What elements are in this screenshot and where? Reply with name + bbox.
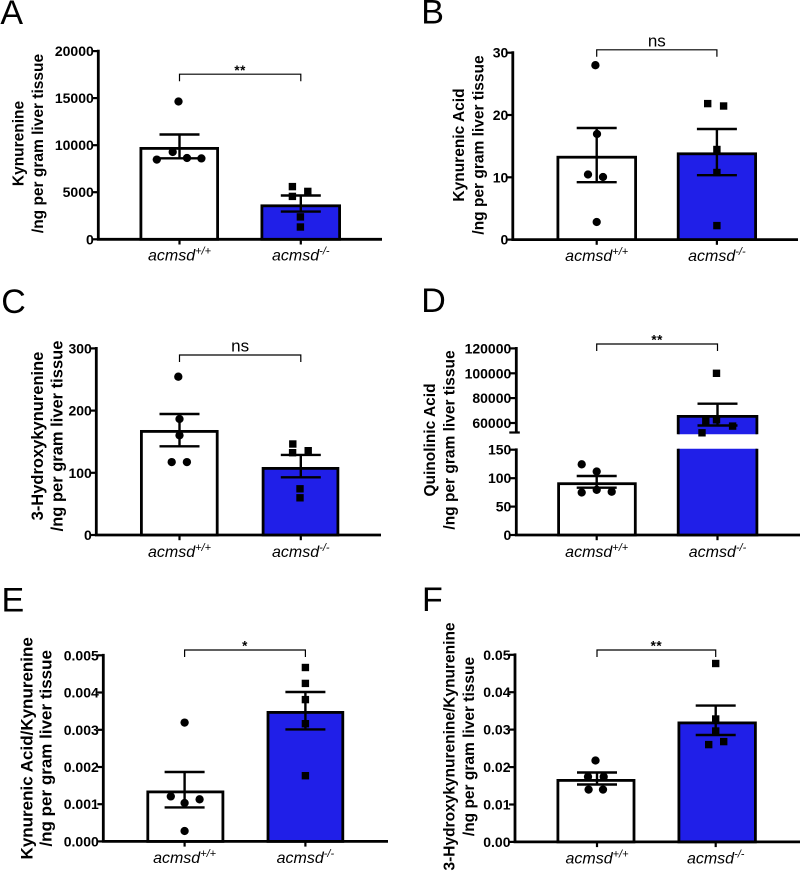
svg-text:30: 30: [493, 45, 509, 61]
svg-text:ns: ns: [231, 337, 249, 356]
svg-text:0.02: 0.02: [483, 759, 510, 775]
svg-text:Kynurenine: Kynurenine: [11, 100, 28, 186]
svg-text:20000: 20000: [55, 43, 94, 59]
svg-text:0.01: 0.01: [483, 797, 510, 813]
svg-text:20: 20: [493, 107, 509, 123]
svg-text:0: 0: [504, 527, 512, 543]
svg-text:100000: 100000: [465, 365, 512, 381]
svg-text:acmsd-/-: acmsd-/-: [687, 849, 745, 868]
svg-text:0: 0: [86, 231, 94, 247]
svg-text:E: E: [2, 582, 25, 620]
svg-text:acmsd-/-: acmsd-/-: [689, 542, 747, 561]
svg-text:/ng per gram liver tissue: /ng per gram liver tissue: [461, 657, 478, 837]
svg-text:*: *: [242, 639, 248, 654]
svg-text:**: **: [651, 333, 663, 348]
svg-text:100: 100: [68, 465, 92, 481]
svg-text:0: 0: [501, 232, 509, 248]
svg-text:acmsd-/-: acmsd-/-: [277, 848, 335, 867]
svg-text:F: F: [422, 581, 443, 619]
svg-text:0.04: 0.04: [483, 684, 510, 700]
svg-text:0.000: 0.000: [64, 833, 99, 849]
svg-text:**: **: [651, 639, 663, 654]
svg-text:acmsd-/-: acmsd-/-: [688, 246, 746, 265]
svg-text:300: 300: [68, 340, 92, 356]
svg-text:0.003: 0.003: [64, 722, 99, 738]
svg-text:10000: 10000: [55, 137, 94, 153]
svg-text:/ng per gram liver tissue: /ng per gram liver tissue: [441, 350, 458, 530]
svg-text:15000: 15000: [55, 90, 94, 106]
svg-text:0.005: 0.005: [64, 647, 99, 663]
svg-text:200: 200: [68, 403, 92, 419]
svg-text:0.05: 0.05: [483, 647, 510, 663]
svg-text:ns: ns: [648, 31, 666, 50]
svg-text:D: D: [421, 282, 446, 320]
svg-text:C: C: [1, 283, 26, 321]
svg-text:0.001: 0.001: [64, 796, 99, 812]
svg-text:60000: 60000: [472, 415, 511, 431]
svg-text:/ng per gram liver tissue: /ng per gram liver tissue: [30, 54, 47, 234]
svg-text:10: 10: [493, 169, 509, 185]
svg-text:50: 50: [496, 499, 512, 515]
svg-text:**: **: [234, 63, 246, 78]
svg-text:0.00: 0.00: [483, 834, 510, 850]
svg-text:Kynurenic Acid: Kynurenic Acid: [451, 88, 468, 201]
svg-text:100: 100: [488, 470, 512, 486]
svg-text:80000: 80000: [472, 390, 511, 406]
svg-text:5000: 5000: [63, 184, 94, 200]
svg-text:3-Hydroxykynurenine: 3-Hydroxykynurenine: [29, 352, 47, 521]
svg-text:0.002: 0.002: [64, 759, 99, 775]
svg-text:Quinolinic Acid: Quinolinic Acid: [422, 383, 439, 496]
svg-text:0.004: 0.004: [64, 685, 99, 701]
svg-text:acmsd-/-: acmsd-/-: [272, 542, 330, 561]
svg-text:/ng per gram liver tissue: /ng per gram liver tissue: [470, 55, 487, 235]
svg-text:120000: 120000: [465, 340, 512, 356]
svg-text:Kynurenic Acid/Kynurenine: Kynurenic Acid/Kynurenine: [17, 637, 36, 859]
svg-text:0: 0: [84, 527, 92, 543]
svg-text:B: B: [421, 0, 444, 32]
svg-text:0.03: 0.03: [483, 722, 510, 738]
svg-text:A: A: [0, 0, 23, 32]
svg-text:150: 150: [488, 442, 512, 458]
svg-text:acmsd-/-: acmsd-/-: [272, 246, 330, 265]
svg-text:/ng per gram liver tissue: /ng per gram liver tissue: [37, 650, 56, 847]
svg-text:3-Hydroxykynurenine/Kynurenine: 3-Hydroxykynurenine/Kynurenine: [441, 622, 458, 870]
svg-text:/ng per gram liver tissue: /ng per gram liver tissue: [49, 341, 67, 532]
